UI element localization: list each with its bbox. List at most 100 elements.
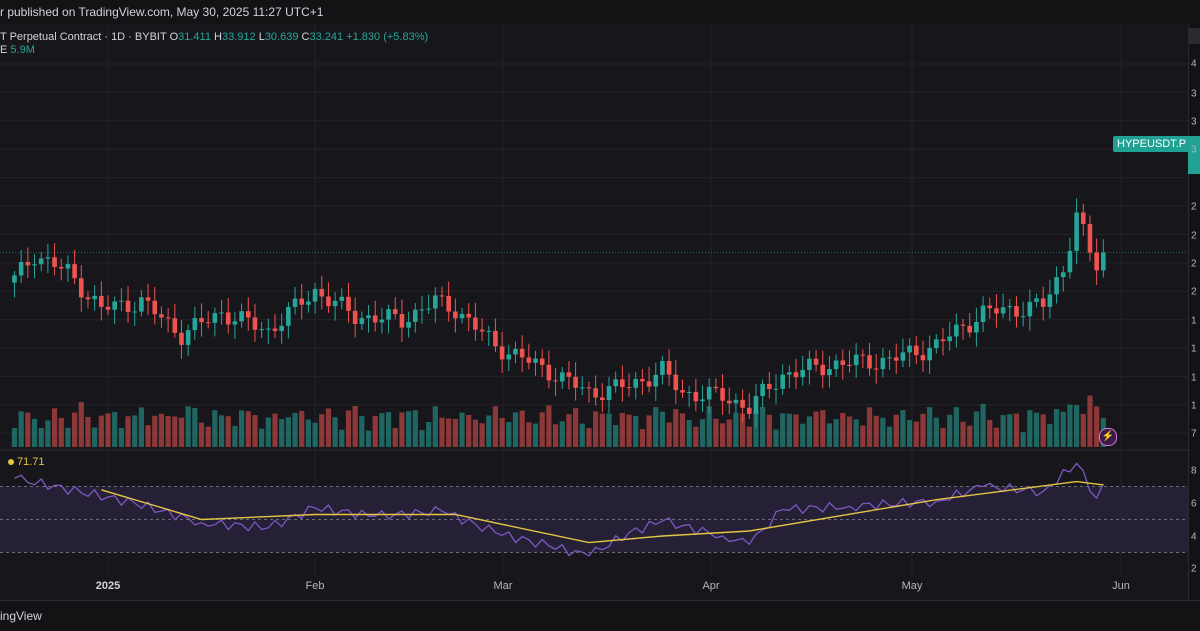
volume-bar [85, 417, 91, 447]
candle-body [172, 318, 178, 333]
candle-body [693, 391, 699, 402]
high-label: H [214, 31, 222, 43]
candle-body [1047, 294, 1053, 307]
volume-bar [833, 419, 839, 447]
volume-label: E [0, 44, 8, 56]
volume-bar [907, 419, 913, 447]
candle-body [1034, 298, 1039, 302]
open-value: 31.411 [178, 31, 211, 43]
volume-bar [72, 412, 78, 447]
candle-body [740, 399, 745, 408]
volume-bar [820, 410, 826, 447]
candle-body [980, 305, 986, 322]
x-axis-label: Mar [493, 580, 513, 592]
rsi-tick: 4 [1191, 531, 1197, 543]
candle-body [1060, 272, 1066, 278]
volume-bar [613, 425, 619, 447]
candle-body [820, 364, 826, 376]
candle-body [780, 374, 785, 389]
candle-body [392, 309, 398, 315]
candle-body [1067, 250, 1073, 273]
candle-body [52, 257, 57, 267]
candle-body [45, 257, 51, 259]
volume-bar [987, 419, 993, 447]
candle-body [372, 315, 378, 323]
candle-body [58, 266, 64, 269]
candle-body [252, 317, 258, 330]
volume-bar [1094, 406, 1100, 447]
candle-body [319, 288, 325, 297]
volume-legend: E 5.9M [0, 44, 35, 56]
close-value: 33.241 [309, 31, 344, 43]
candle-body [579, 387, 585, 389]
candle-body [947, 336, 952, 342]
volume-bar [1027, 410, 1033, 447]
candle-body [32, 264, 37, 266]
volume-bar [305, 419, 311, 447]
candle-body [272, 328, 278, 331]
volume-bar [686, 420, 692, 447]
volume-bar [653, 407, 659, 447]
candle-body [827, 369, 832, 376]
volume-bar [713, 418, 719, 447]
volume-bar [1067, 404, 1073, 447]
volume-bar [786, 413, 792, 447]
price-tick: 1 [1191, 372, 1197, 384]
price-scale[interactable] [1188, 24, 1200, 600]
candle-body [967, 325, 973, 333]
rsi-value: 71.71 [17, 456, 45, 468]
volume-bar [446, 418, 452, 447]
volume-bar [432, 406, 438, 447]
volume-bar [192, 407, 198, 447]
candle-body [132, 311, 138, 313]
volume-bar [993, 427, 1000, 447]
lightning-icon[interactable]: ⚡ [1099, 428, 1117, 446]
candle-body [446, 295, 451, 312]
candle-body [934, 339, 939, 348]
volume-bar [399, 412, 405, 447]
volume-bar [933, 417, 939, 447]
volume-bar [559, 421, 565, 447]
volume-bar [18, 411, 24, 447]
volume-bar [626, 414, 632, 447]
scale-settings-button[interactable] [1188, 28, 1200, 44]
close-label: C [301, 31, 310, 43]
candle-body [139, 297, 144, 312]
price-tick: 3 [1191, 144, 1197, 156]
candle-body [706, 386, 712, 400]
volume-bar [1000, 415, 1006, 447]
candle-body [399, 314, 405, 328]
volume-bar [927, 407, 933, 447]
volume-bar [259, 428, 265, 447]
candle-body [312, 288, 318, 302]
candle-body [626, 387, 632, 389]
volume-bar [379, 413, 385, 447]
volume-bar [492, 406, 499, 447]
volume-bar [606, 413, 612, 447]
candle-body [660, 360, 665, 375]
volume-bar [112, 412, 118, 447]
volume-bar [299, 410, 305, 447]
volume-bar [118, 427, 124, 447]
volume-bar [225, 416, 231, 447]
volume-value: 5.9M [10, 44, 35, 56]
candle-body [860, 354, 866, 356]
volume-bar [646, 415, 652, 447]
volume-bar [452, 418, 458, 447]
candle-body [840, 360, 846, 365]
volume-bar [352, 405, 358, 447]
price-tick: 3 [1191, 116, 1197, 128]
volume-bar [419, 430, 425, 447]
candle-body [940, 339, 946, 342]
candle-body [419, 309, 425, 311]
volume-bar [659, 411, 666, 447]
low-value: 30.639 [264, 31, 299, 43]
chart-canvas[interactable] [0, 0, 1188, 600]
volume-bar [726, 419, 732, 447]
candle-body [352, 310, 358, 325]
volume-bar [78, 402, 84, 447]
footer-brand: ingView [0, 609, 42, 623]
volume-bar [466, 414, 472, 447]
volume-bar [586, 428, 592, 447]
candle-body [746, 407, 752, 414]
